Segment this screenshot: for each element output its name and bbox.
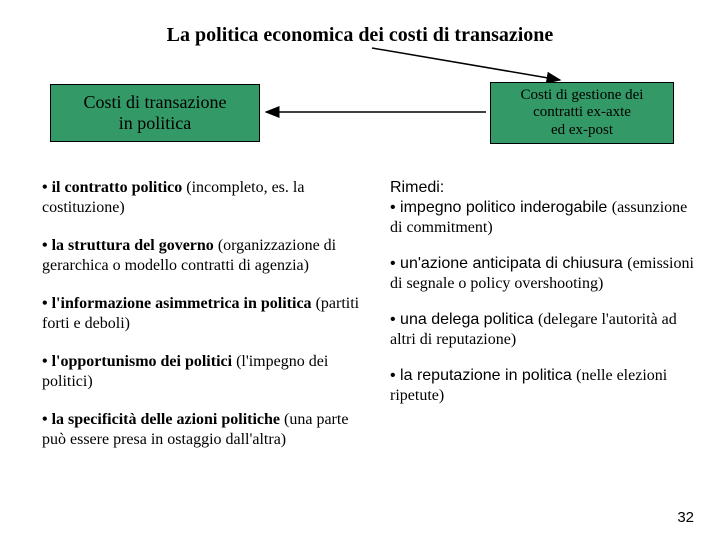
box-left-line1: Costi di transazione (84, 92, 227, 113)
page-title: La politica economica dei costi di trans… (0, 24, 720, 47)
list-item: • il contratto politico (incompleto, es.… (42, 178, 372, 218)
list-item: • la struttura del governo (organizzazio… (42, 236, 372, 276)
list-item: • una delega politica (delegare l'autori… (390, 310, 700, 350)
item-lead: • un'azione anticipata di chiusura (390, 255, 627, 272)
box-costi-transazione: Costi di transazione in politica (50, 84, 260, 142)
list-item: • un'azione anticipata di chiusura (emis… (390, 254, 700, 294)
arrow-title-to-right (372, 48, 560, 80)
page-number: 32 (677, 509, 694, 526)
remedies-header: Rimedi: (390, 179, 444, 196)
box-left-line2: in politica (119, 113, 191, 134)
right-column: Rimedi: • impegno politico inderogabile … (390, 178, 700, 422)
box-right-line2: contratti ex-axte (533, 104, 631, 121)
list-item: • la reputazione in politica (nelle elez… (390, 366, 700, 406)
remedies-block: Rimedi: • impegno politico inderogabile … (390, 178, 700, 238)
box-costi-gestione: Costi di gestione dei contratti ex-axte … (490, 82, 674, 144)
item-lead: • la reputazione in politica (390, 367, 576, 384)
item-lead: • impegno politico inderogabile (390, 199, 612, 216)
item-lead: • l'opportunismo dei politici (42, 353, 236, 370)
item-lead: • l'informazione asimmetrica in politica (42, 295, 316, 312)
item-lead: • la specificità delle azioni politiche (42, 411, 284, 428)
list-item: • la specificità delle azioni politiche … (42, 410, 372, 450)
box-right-line3: ed ex-post (551, 122, 613, 139)
item-lead: • una delega politica (390, 311, 538, 328)
list-item: • l'informazione asimmetrica in politica… (42, 294, 372, 334)
item-lead: • il contratto politico (42, 179, 186, 196)
list-item: • l'opportunismo dei politici (l'impegno… (42, 352, 372, 392)
box-right-line1: Costi di gestione dei (521, 87, 644, 104)
left-column: • il contratto politico (incompleto, es.… (42, 178, 372, 468)
item-lead: • la struttura del governo (42, 237, 218, 254)
